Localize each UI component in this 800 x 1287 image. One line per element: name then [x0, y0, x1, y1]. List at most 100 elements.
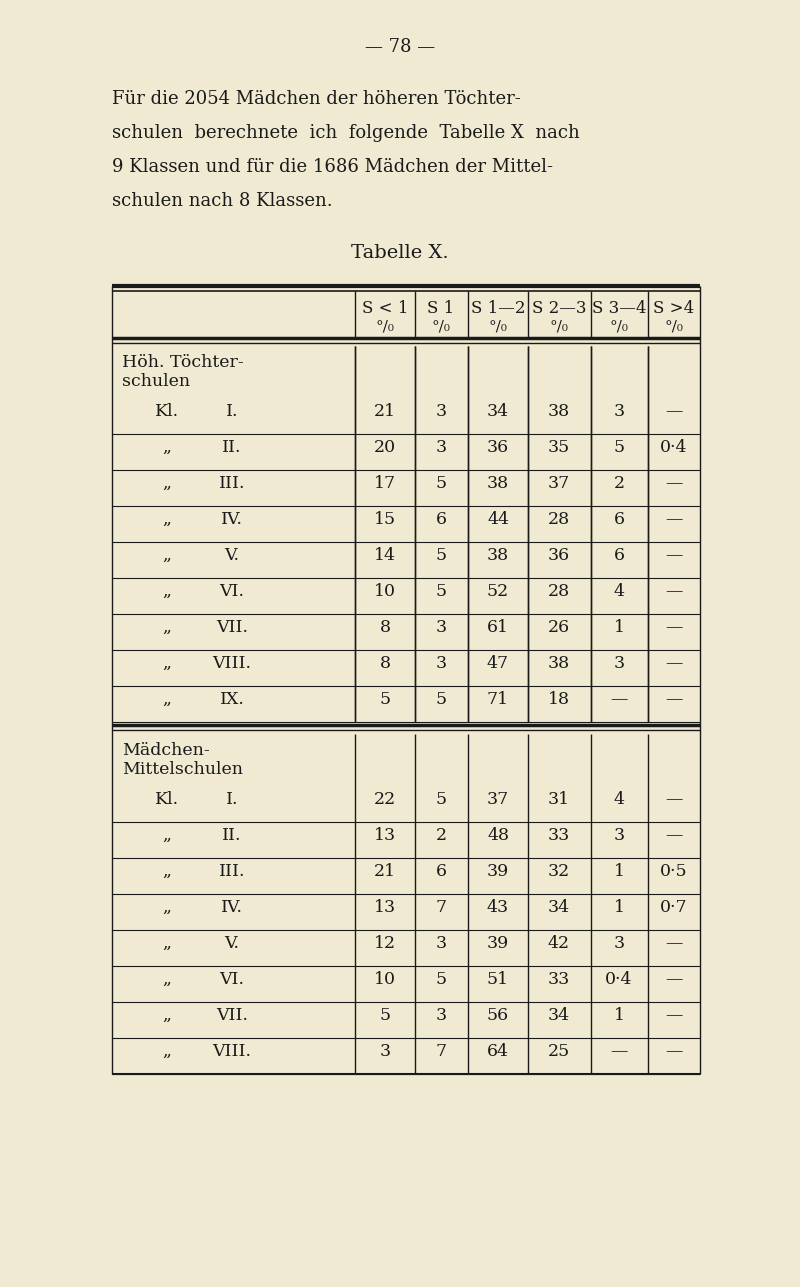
Text: 14: 14	[374, 547, 396, 564]
Text: 21: 21	[374, 403, 396, 420]
Text: °/₀: °/₀	[665, 319, 683, 333]
Text: 0·5: 0·5	[660, 864, 688, 880]
Text: VII.: VII.	[216, 1006, 248, 1024]
Text: Kl.: Kl.	[155, 403, 179, 420]
Text: S < 1: S < 1	[362, 300, 408, 317]
Text: II.: II.	[222, 828, 242, 844]
Text: 13: 13	[374, 900, 396, 916]
Text: Für die 2054 Mädchen der höheren Töchter-: Für die 2054 Mädchen der höheren Töchter…	[112, 90, 521, 108]
Text: „: „	[162, 828, 171, 844]
Text: S 2—3: S 2—3	[532, 300, 586, 317]
Text: 6: 6	[435, 511, 446, 528]
Text: °/₀: °/₀	[550, 319, 569, 333]
Text: V.: V.	[225, 547, 239, 564]
Text: S 1: S 1	[427, 300, 454, 317]
Text: —: —	[666, 691, 682, 708]
Text: 28: 28	[548, 583, 570, 600]
Text: „: „	[162, 1006, 171, 1024]
Text: „: „	[162, 439, 171, 456]
Text: 28: 28	[548, 511, 570, 528]
Text: —: —	[666, 655, 682, 672]
Text: „: „	[162, 1042, 171, 1060]
Text: 3: 3	[435, 655, 446, 672]
Text: 38: 38	[548, 655, 570, 672]
Text: 6: 6	[614, 547, 625, 564]
Text: 8: 8	[379, 655, 390, 672]
Text: 5: 5	[614, 439, 625, 456]
Text: „: „	[162, 691, 171, 708]
Text: Kl.: Kl.	[155, 792, 179, 808]
Text: —: —	[610, 1042, 628, 1060]
Text: 5: 5	[379, 691, 390, 708]
Text: schulen  berechnete  ich  folgende  Tabelle X  nach: schulen berechnete ich folgende Tabelle …	[112, 124, 580, 142]
Text: 1: 1	[614, 1006, 625, 1024]
Text: °/₀: °/₀	[489, 319, 507, 333]
Text: 34: 34	[548, 900, 570, 916]
Text: 25: 25	[548, 1042, 570, 1060]
Text: 3: 3	[435, 439, 446, 456]
Text: —: —	[666, 970, 682, 988]
Text: 34: 34	[487, 403, 509, 420]
Text: 0·4: 0·4	[660, 439, 688, 456]
Text: 71: 71	[487, 691, 509, 708]
Text: 15: 15	[374, 511, 396, 528]
Text: 5: 5	[435, 691, 446, 708]
Text: VI.: VI.	[219, 970, 245, 988]
Text: 3: 3	[435, 403, 446, 420]
Text: VIII.: VIII.	[213, 1042, 251, 1060]
Text: 6: 6	[435, 864, 446, 880]
Text: „: „	[162, 934, 171, 952]
Text: 6: 6	[614, 511, 625, 528]
Text: —: —	[610, 691, 628, 708]
Text: 52: 52	[487, 583, 509, 600]
Text: —: —	[666, 934, 682, 952]
Text: IV.: IV.	[221, 511, 243, 528]
Text: II.: II.	[222, 439, 242, 456]
Text: 1: 1	[614, 900, 625, 916]
Text: V.: V.	[225, 934, 239, 952]
Text: 7: 7	[435, 1042, 446, 1060]
Text: 13: 13	[374, 828, 396, 844]
Text: —: —	[666, 1042, 682, 1060]
Text: —: —	[666, 511, 682, 528]
Text: 26: 26	[548, 619, 570, 636]
Text: 34: 34	[548, 1006, 570, 1024]
Text: schulen: schulen	[122, 373, 190, 390]
Text: S 3—4: S 3—4	[592, 300, 646, 317]
Text: „: „	[162, 511, 171, 528]
Text: 3: 3	[614, 655, 625, 672]
Text: 38: 38	[487, 475, 509, 492]
Text: Mittelschulen: Mittelschulen	[122, 761, 243, 779]
Text: 61: 61	[487, 619, 509, 636]
Text: 3: 3	[379, 1042, 390, 1060]
Text: 38: 38	[548, 403, 570, 420]
Text: 33: 33	[548, 970, 570, 988]
Text: 36: 36	[548, 547, 570, 564]
Text: I.: I.	[226, 403, 238, 420]
Text: —: —	[666, 475, 682, 492]
Text: 3: 3	[435, 619, 446, 636]
Text: „: „	[162, 547, 171, 564]
Text: 2: 2	[614, 475, 625, 492]
Text: °/₀: °/₀	[610, 319, 629, 333]
Text: „: „	[162, 655, 171, 672]
Text: 17: 17	[374, 475, 396, 492]
Text: 35: 35	[548, 439, 570, 456]
Text: „: „	[162, 583, 171, 600]
Text: 3: 3	[435, 1006, 446, 1024]
Text: 48: 48	[487, 828, 509, 844]
Text: 3: 3	[435, 934, 446, 952]
Text: 36: 36	[487, 439, 509, 456]
Text: 1: 1	[614, 619, 625, 636]
Text: 64: 64	[487, 1042, 509, 1060]
Text: 10: 10	[374, 583, 396, 600]
Text: „: „	[162, 900, 171, 916]
Text: 10: 10	[374, 970, 396, 988]
Text: 3: 3	[614, 934, 625, 952]
Text: 47: 47	[487, 655, 509, 672]
Text: —: —	[666, 547, 682, 564]
Text: —: —	[666, 1006, 682, 1024]
Text: Tabelle X.: Tabelle X.	[351, 245, 449, 263]
Text: —: —	[666, 403, 682, 420]
Text: III.: III.	[218, 864, 246, 880]
